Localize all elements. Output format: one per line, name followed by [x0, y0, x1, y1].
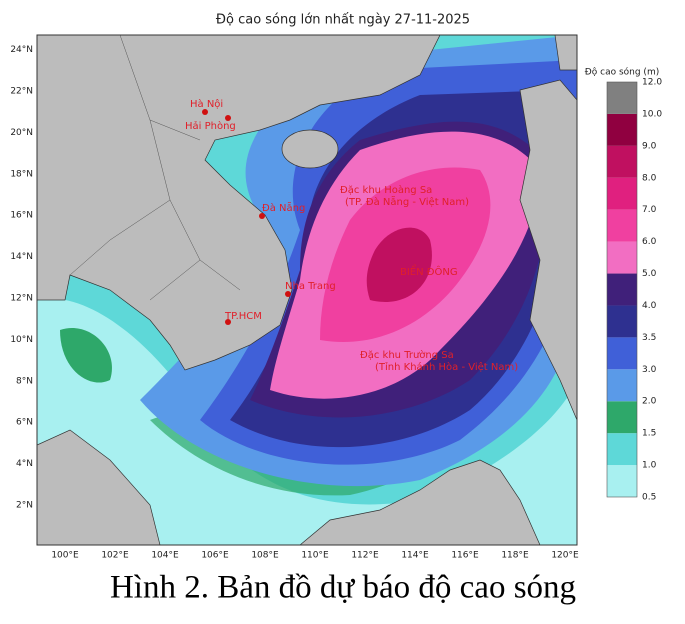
lon-tick-label: 108°E — [251, 551, 279, 561]
colorbar-segment — [607, 209, 637, 242]
colorbar-label: 1.0 — [642, 461, 657, 471]
colorbar-segment — [607, 145, 637, 178]
colorbar: 0.5 1.0 1.5 2.0 3.0 3.5 4.0 5.0 6.0 7.0 8.0 9.0 10.0… — [606, 78, 662, 503]
colorbar-label: 9.0 — [642, 141, 657, 151]
map-frame — [36, 34, 578, 546]
lon-tick-label: 100°E — [51, 551, 79, 561]
city-marker — [225, 319, 231, 325]
colorbar-segment — [607, 113, 637, 146]
colorbar-segment — [607, 369, 637, 402]
caption: Hình 2. Bản đồ dự báo độ cao sóng — [110, 570, 576, 606]
colorbar-label: 7.0 — [642, 205, 657, 215]
map-area — [37, 35, 577, 545]
colorbar-label: 2.0 — [642, 397, 657, 407]
place-label: Đặc khu Hoàng Sa — [340, 184, 432, 196]
colorbar-label: 1.5 — [642, 429, 656, 439]
colorbar-label: 10.0 — [642, 109, 662, 119]
lon-tick-label: 116°E — [451, 551, 479, 561]
colorbar-segment — [607, 177, 637, 210]
place-label: (TP. Đà Nẵng - Việt Nam) — [345, 195, 469, 208]
place-label: TP.HCM — [224, 311, 262, 322]
lon-tick-label: 112°E — [351, 551, 379, 561]
place-labels: Hà Nội Hải Phòng Đặc khu Hoàng Sa(TP. Đà N… — [185, 98, 518, 373]
city-marker — [259, 213, 265, 219]
lat-tick-label: 12°N — [10, 294, 33, 304]
lat-tick-label: 10°N — [10, 335, 33, 345]
map-title: Độ cao sóng lớn nhất ngày 27-11-2025 — [216, 13, 470, 28]
lat-tick-label: 14°N — [10, 252, 33, 262]
colorbar-label: 5.0 — [642, 269, 657, 279]
colorbar-label: 12.0 — [642, 78, 662, 88]
city-marker — [225, 115, 231, 121]
lat-tick-label: 22°N — [10, 87, 33, 97]
colorbar-segment — [607, 273, 637, 306]
lat-tick-label: 18°N — [10, 169, 33, 179]
lat-tick-label: 24°N — [10, 45, 33, 55]
colorbar-segment — [607, 465, 637, 497]
place-label: Hà Nội — [190, 98, 223, 110]
colorbar-label: 3.5 — [642, 333, 656, 343]
colorbar-title: Độ cao sóng (m) — [585, 67, 659, 78]
colorbar-segment — [607, 305, 637, 338]
lat-tick-label: 16°N — [10, 211, 33, 221]
lon-tick-label: 104°E — [151, 551, 179, 561]
place-label: Đà Nẵng — [262, 201, 305, 214]
colorbar-label: 6.0 — [642, 237, 657, 247]
colorbar-segment — [607, 401, 637, 434]
colorbar-segment — [607, 433, 637, 466]
lon-tick-label: 110°E — [301, 551, 329, 561]
lon-tick-label: 106°E — [201, 551, 229, 561]
place-label: (Tỉnh Khánh Hòa - Việt Nam) — [375, 361, 518, 373]
place-label: BIỂN ĐÔNG — [400, 264, 458, 278]
colorbar-label: 3.0 — [642, 365, 657, 375]
colorbar-segment — [607, 82, 637, 114]
place-label: Đặc khu Trường Sa — [360, 349, 454, 361]
lat-tick-label: 6°N — [16, 418, 33, 428]
place-label: Hải Phòng — [185, 120, 236, 132]
lon-tick-label: 120°E — [551, 551, 579, 561]
lat-tick-label: 4°N — [16, 459, 33, 469]
place-label: Nha Trang — [285, 281, 336, 292]
colorbar-label: 8.0 — [642, 173, 657, 183]
colorbar-segment — [607, 241, 637, 274]
colorbar-label: 4.0 — [642, 301, 657, 311]
colorbar-label: 0.5 — [642, 493, 656, 503]
lat-tick-label: 20°N — [10, 128, 33, 138]
lat-tick-label: 2°N — [16, 501, 33, 511]
lon-tick-label: 114°E — [401, 551, 429, 561]
city-marker — [285, 291, 291, 297]
city-marker — [202, 109, 208, 115]
lon-tick-label: 102°E — [101, 551, 129, 561]
lat-tick-label: 8°N — [16, 376, 33, 386]
lon-tick-label: 118°E — [501, 551, 529, 561]
colorbar-segment — [607, 337, 637, 370]
colorbar-frame — [606, 81, 638, 498]
